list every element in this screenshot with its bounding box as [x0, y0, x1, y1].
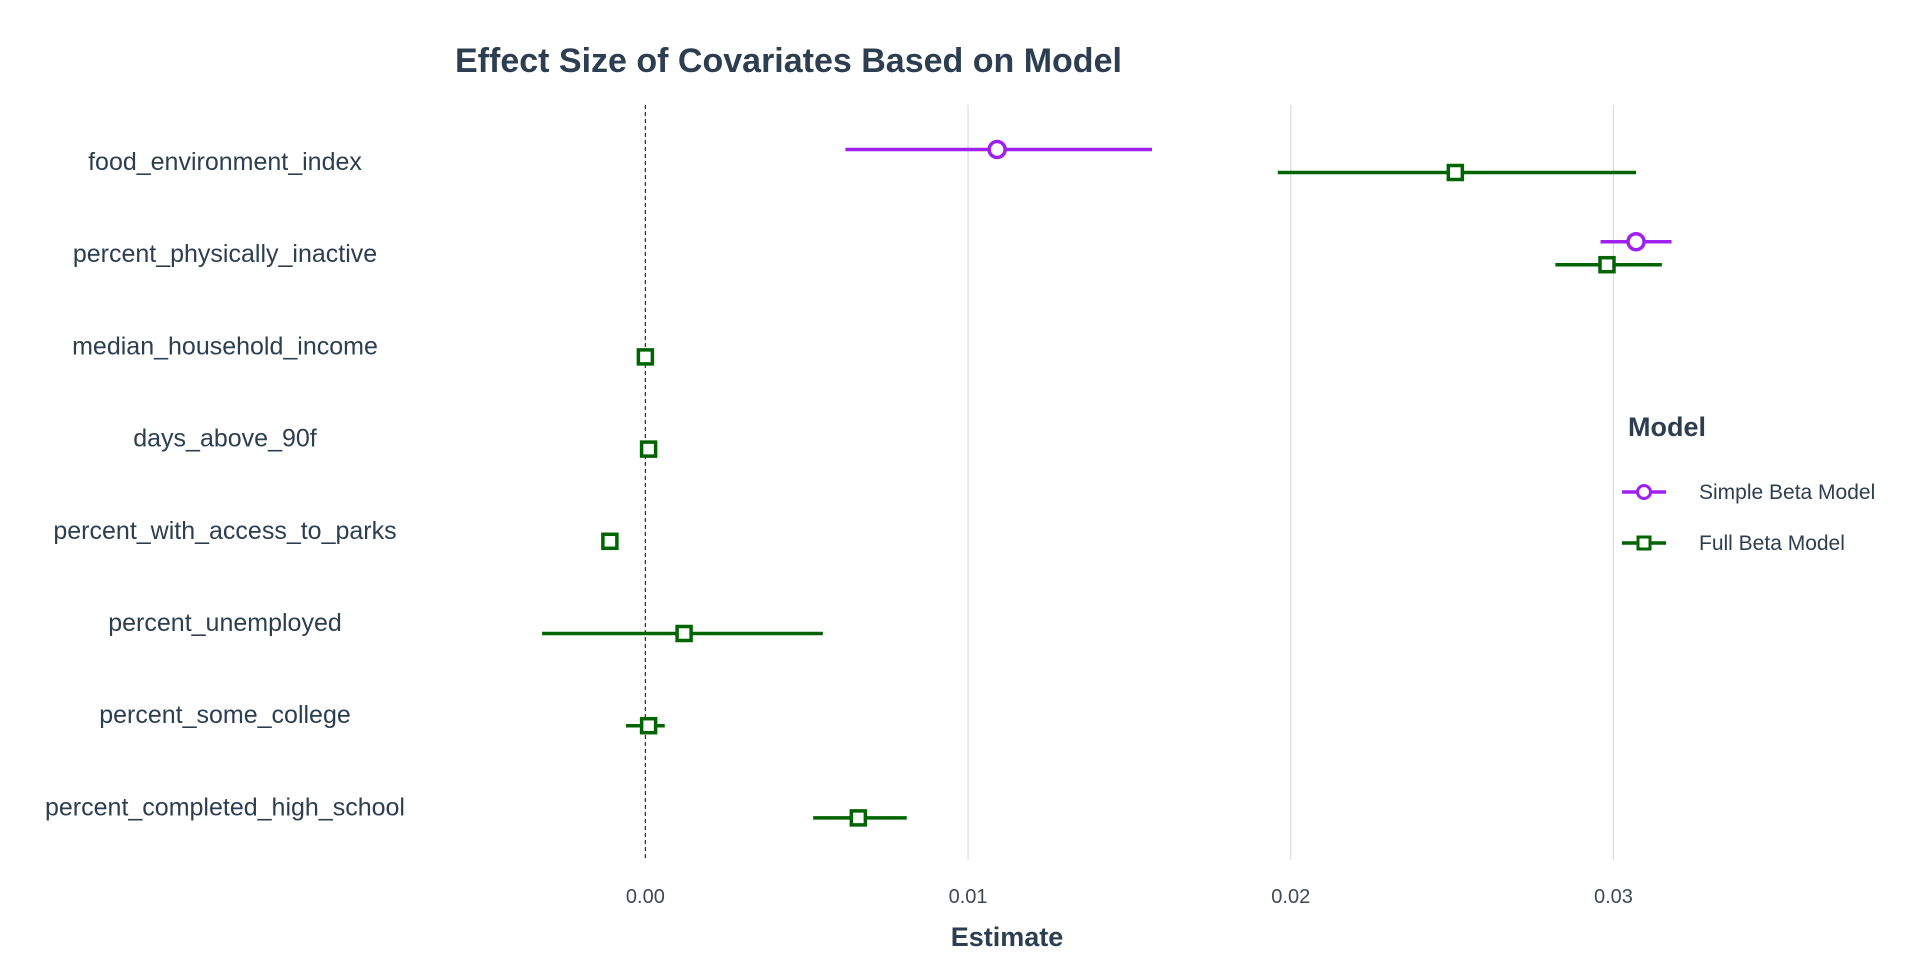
x-tick-label: 0.01 — [949, 886, 988, 908]
legend-item: Simple Beta Model — [1622, 481, 1875, 504]
y-axis-labels: food_environment_index percent_physically… — [45, 148, 405, 821]
estimate-marker — [1598, 255, 1616, 274]
x-tick-label: 0.03 — [1594, 886, 1633, 908]
legend-item: Full Beta Model — [1622, 532, 1845, 555]
y-tick-label: percent_unemployed — [108, 609, 342, 637]
y-tick-label: percent_physically_inactive — [73, 240, 377, 268]
data-point — [601, 532, 619, 551]
data-point — [1600, 231, 1672, 252]
x-axis-tick-labels: 0.00 0.01 0.02 0.03 — [626, 886, 1633, 908]
y-tick-label: percent_with_access_to_parks — [53, 517, 396, 545]
y-tick-label: percent_some_college — [99, 701, 351, 729]
estimate-marker — [675, 624, 693, 643]
data-point — [542, 624, 823, 643]
y-tick-label: median_household_income — [72, 332, 378, 360]
estimate-marker — [639, 440, 658, 458]
x-tick-label: 0.00 — [626, 886, 665, 908]
data-point — [813, 809, 907, 827]
legend-label: Simple Beta Model — [1699, 481, 1875, 504]
y-tick-label: days_above_90f — [133, 425, 317, 453]
estimate-marker — [1446, 163, 1465, 182]
grid-layer — [644, 105, 1615, 860]
data-point — [845, 139, 1152, 160]
y-tick-label: percent_completed_high_school — [45, 793, 405, 821]
legend-label: Full Beta Model — [1699, 532, 1845, 555]
chart-title: Effect Size of Covariates Based on Model — [455, 42, 1122, 80]
estimate-marker — [987, 139, 1007, 160]
estimate-marker — [1626, 231, 1646, 252]
estimate-marker — [601, 532, 619, 551]
x-axis-title: Estimate — [951, 922, 1064, 952]
legend: Model Simple Beta Model Full Beta Model — [1622, 412, 1875, 555]
estimate-marker — [849, 809, 868, 827]
legend-marker — [1636, 484, 1652, 500]
legend-title: Model — [1628, 412, 1706, 442]
x-tick-label: 0.02 — [1271, 886, 1310, 908]
data-point — [1555, 255, 1662, 274]
estimate-marker — [639, 716, 658, 735]
data-point — [636, 348, 655, 366]
data-point — [1277, 163, 1637, 182]
estimate-marker — [636, 348, 655, 366]
y-tick-label: food_environment_index — [88, 148, 362, 176]
plot-marks — [542, 139, 1672, 827]
legend-marker — [1636, 535, 1652, 551]
data-point — [626, 716, 665, 735]
data-point — [639, 440, 658, 458]
